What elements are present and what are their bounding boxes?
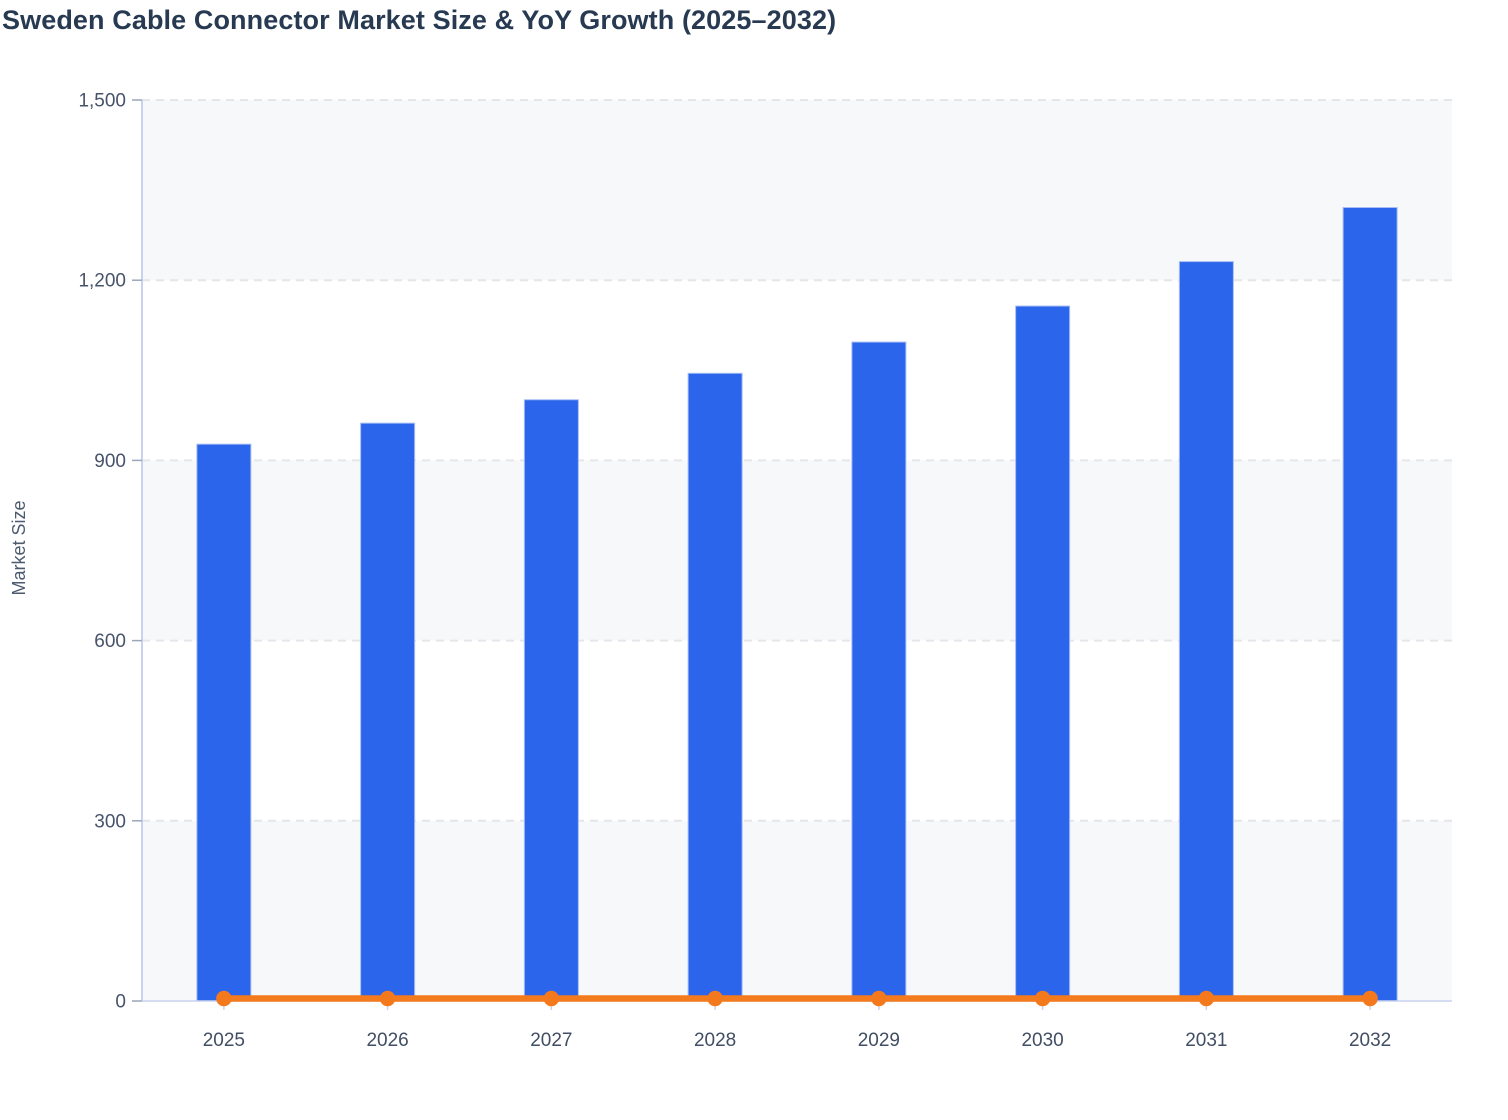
yoy-marker-2031[interactable] (1198, 990, 1215, 1007)
yoy-marker-2027[interactable] (543, 990, 560, 1007)
y-tick-label-1500: 1,500 (78, 91, 126, 112)
x-tick-label-2030: 2030 (1021, 1030, 1063, 1051)
yoy-marker-2032[interactable] (1362, 990, 1378, 1007)
y-tick-label-300: 300 (94, 811, 126, 832)
yoy-marker-2028[interactable] (707, 990, 723, 1007)
bar-2032[interactable] (1342, 207, 1398, 1002)
y-tick-label-900: 900 (94, 451, 126, 472)
x-tick-label-2031: 2031 (1185, 1030, 1227, 1051)
yoy-marker-2029[interactable] (871, 990, 887, 1007)
bar-2025[interactable] (196, 443, 252, 1002)
bar-2030[interactable] (1015, 305, 1071, 1002)
x-tick-label-2032: 2032 (1349, 1030, 1391, 1051)
x-tick-label-2029: 2029 (858, 1030, 900, 1051)
bar-2027[interactable] (523, 399, 579, 1002)
y-tick-label-0: 0 (115, 992, 126, 1013)
x-tick-label-2025: 2025 (203, 1030, 245, 1051)
plot-band (142, 820, 1452, 1001)
plot-band (142, 460, 1452, 641)
bar-2029[interactable] (851, 341, 907, 1002)
bar-2026[interactable] (360, 422, 416, 1002)
bar-2031[interactable] (1178, 261, 1234, 1002)
y-tick-label-1200: 1,200 (78, 271, 126, 292)
yoy-marker-2026[interactable] (379, 990, 396, 1007)
y-tick-label-600: 600 (94, 631, 126, 652)
yoy-marker-2030[interactable] (1034, 990, 1051, 1007)
yoy-marker-2025[interactable] (216, 990, 232, 1007)
bar-2028[interactable] (687, 372, 743, 1002)
x-tick-label-2028: 2028 (694, 1030, 736, 1051)
chart-title: Sweden Cable Connector Market Size & YoY… (2, 5, 837, 35)
plot-band (142, 100, 1452, 281)
x-tick-label-2027: 2027 (530, 1030, 572, 1051)
x-tick-label-2026: 2026 (366, 1030, 408, 1051)
